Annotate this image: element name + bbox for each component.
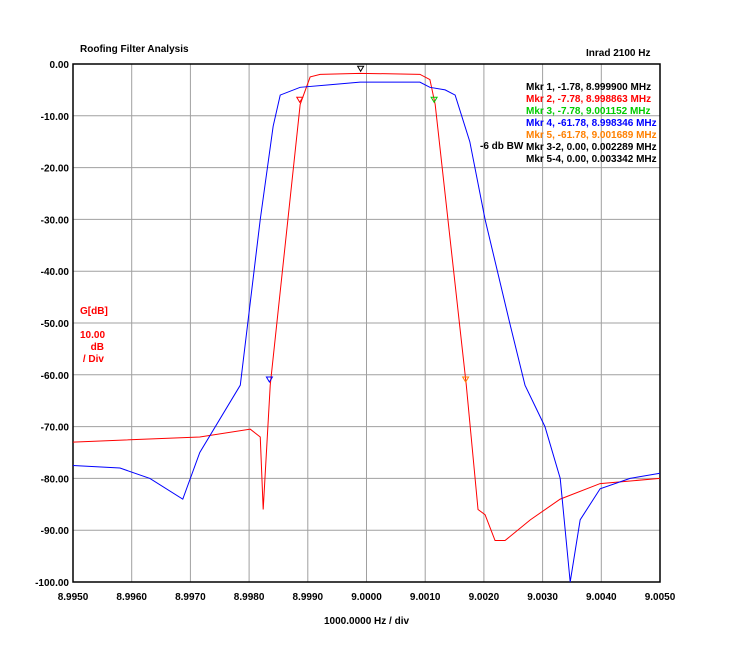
x-tick-label: 9.0040 (586, 592, 617, 603)
y-tick-label: -90.00 (41, 526, 70, 537)
x-axis-label: 1000.0000 Hz / div (324, 616, 410, 627)
series-line-0 (72, 72, 661, 542)
y-tick-label: -50.00 (41, 319, 70, 330)
y-tick-label: 0.00 (50, 60, 70, 71)
y-tick-label: -70.00 (41, 423, 70, 434)
x-tick-label: 8.9950 (58, 592, 89, 603)
y-tick-label: -30.00 (41, 215, 70, 226)
x-tick-label: 8.9980 (234, 592, 265, 603)
chart-title: Roofing Filter Analysis (80, 44, 189, 55)
y-tick-label: -60.00 (41, 371, 70, 382)
y-tick-label: -80.00 (41, 474, 70, 485)
scale-value: 10.00 (80, 330, 106, 341)
marker-readout: Mkr 3-2, 0.00, 0.002289 MHz (526, 142, 657, 153)
scale-unit: dB (90, 342, 104, 353)
marker-readout: Mkr 4, -61.78, 8.998346 MHz (526, 118, 657, 129)
marker-readout: Mkr 1, -1.78, 8.999900 MHz (526, 82, 652, 93)
x-tick-label: 8.9960 (116, 592, 147, 603)
series-line-1 (72, 81, 661, 583)
marker-readout: Mkr 2, -7.78, 8.998863 MHz (526, 94, 652, 105)
y-tick-label: -20.00 (41, 164, 70, 175)
marker-1-icon (356, 65, 365, 73)
marker-5-icon (461, 376, 470, 383)
x-tick-label: 9.0030 (527, 592, 558, 603)
y-tick-label: -100.00 (35, 578, 69, 589)
x-tick-label: 9.0000 (351, 592, 382, 603)
plot-border (72, 63, 661, 583)
x-tick-label: 9.0010 (410, 592, 441, 603)
scale-div: / Div (82, 354, 104, 365)
x-tick-label: 8.9990 (293, 592, 324, 603)
y-tick-label: -40.00 (41, 267, 70, 278)
y-axis-label: G[dB] (80, 306, 108, 317)
scale-label: 10.00 dB / Div (80, 330, 106, 366)
x-tick-label: 9.0050 (645, 592, 676, 603)
x-tick-label: 9.0020 (469, 592, 500, 603)
marker-2-icon (295, 96, 304, 104)
x-tick-label: 8.9970 (175, 592, 206, 603)
marker-readout: Mkr 3, -7.78, 9.001152 MHz (526, 106, 651, 117)
marker-3-icon (430, 96, 439, 104)
y-tick-label: -10.00 (41, 112, 70, 123)
bw-label: -6 db BW (480, 141, 524, 152)
marker-4-icon (265, 376, 274, 383)
chart-subtitle: Inrad 2100 Hz (586, 48, 651, 59)
marker-readout: Mkr 5, -61.78, 9.001689 MHz (526, 130, 657, 141)
marker-readout: Mkr 5-4, 0.00, 0.003342 MHz (526, 154, 657, 165)
